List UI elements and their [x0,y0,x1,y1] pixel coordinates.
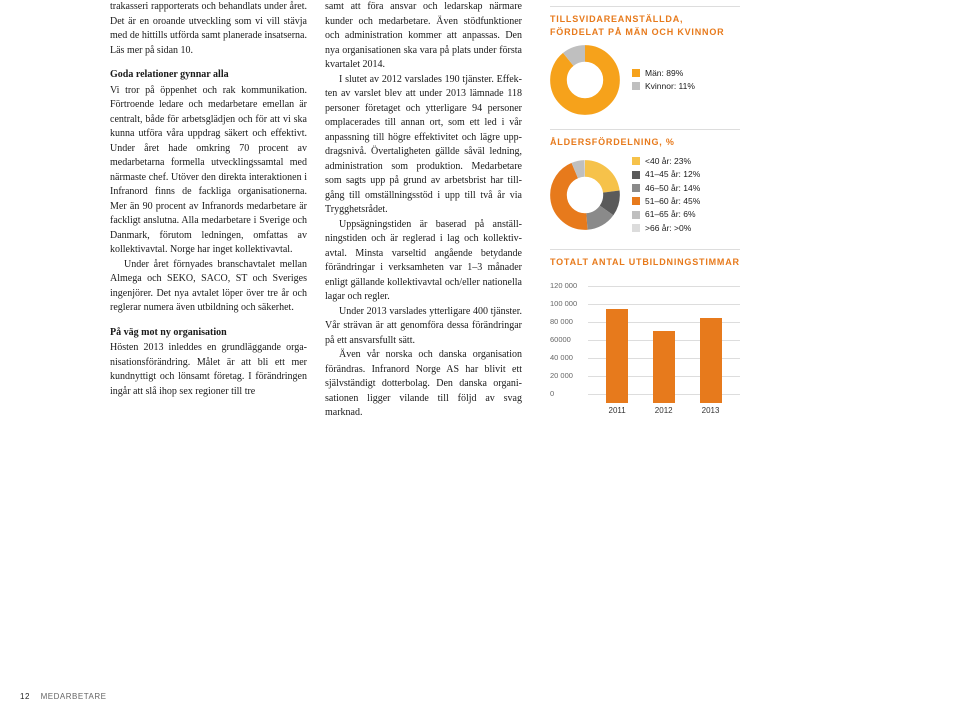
legend-swatch [632,69,640,77]
para: Även vår norska och danska organisation … [325,348,522,421]
legend-label: 61–65 år: 6% [645,208,696,220]
legend-item: Kvinnor: 11% [632,80,695,92]
legend-item: 51–60 år: 45% [632,195,700,207]
para: I slutet av 2012 varslades 190 tjänster.… [325,73,522,218]
legend-label: >66 år: >0% [645,222,691,234]
legend-swatch [632,157,640,165]
text-column-2: samt att föra ansvar och ledarskap närma… [325,0,540,421]
legend-swatch [632,197,640,205]
legend-item: 46–50 år: 14% [632,182,700,194]
page-footer: 12 MEDARBETARE [20,691,106,703]
chart-title-gender: TILLSVIDAREANSTÄLLDA, FÖRDELAT PÅ MÄN OC… [550,6,740,39]
para: Uppsägningstiden är baserad på anställ­n… [325,218,522,305]
legend-label: 41–45 år: 12% [645,168,700,180]
legend-swatch [632,82,640,90]
page-number: 12 [20,692,30,701]
bar-chart-hours: 120 000 100 000 80 000 60000 40 000 20 000 0 2… [550,277,740,417]
x-tick-label: 2011 [609,405,626,417]
legend-label: 51–60 år: 45% [645,195,700,207]
chart-title-hours: TOTALT ANTAL UTBILDNINGSTIMMAR [550,249,740,269]
legend-swatch [632,224,640,232]
donut-gender: Män: 89%Kvinnor: 11% [550,45,740,115]
y-tick-label: 100 000 [550,299,588,310]
y-tick-label: 80 000 [550,317,588,328]
section-label: MEDARBETARE [41,692,107,701]
y-tick-label: 40 000 [550,353,588,364]
legend-gender: Män: 89%Kvinnor: 11% [632,67,695,94]
text-column-1: trakasseri rapporterats och behandlats u… [110,0,325,421]
y-tick-label: 120 000 [550,281,588,292]
bar [653,331,675,403]
x-tick-label: 2012 [655,405,673,417]
gridline [588,286,740,287]
donut-chart-icon [550,45,620,115]
legend-label: Män: 89% [645,67,683,79]
legend-swatch [632,171,640,179]
bar [700,318,722,404]
heading: Goda relationer gynnar alla [110,68,307,83]
heading: På väg mot ny organisation [110,326,307,341]
legend-swatch [632,184,640,192]
y-tick-label: 20 000 [550,371,588,382]
legend-label: <40 år: 23% [645,155,691,167]
para: Hösten 2013 inleddes en grundläggande or… [110,341,307,399]
y-tick-label: 0 [550,389,588,400]
para: Under 2013 varslades ytterligare 400 tjä… [325,305,522,349]
donut-age: <40 år: 23%41–45 år: 12% 46–50 år: 14%51–… [550,155,740,235]
legend-item: <40 år: 23% [632,155,700,167]
y-tick-label: 60000 [550,335,588,346]
legend-item: >66 år: >0% [632,222,700,234]
legend-item: 61–65 år: 6% [632,208,700,220]
legend-age: <40 år: 23%41–45 år: 12% 46–50 år: 14%51–… [632,155,700,235]
donut-chart-icon [550,160,620,230]
sidebar-charts: TILLSVIDAREANSTÄLLDA, FÖRDELAT PÅ MÄN OC… [540,0,740,421]
legend-item: 41–45 år: 12% [632,168,700,180]
para: Under året förnyades branschavtalet mel­… [110,258,307,316]
para: Vi tror på öppenhet och rak kommunikatio… [110,84,307,258]
bar [606,309,628,403]
chart-title-age: ÅLDERSFÖRDELNING, % [550,129,740,149]
para: trakasseri rapporterats och behandlats u… [110,0,307,58]
legend-swatch [632,211,640,219]
x-tick-label: 2013 [702,405,720,417]
page-body: trakasseri rapporterats och behandlats u… [0,0,960,421]
legend-label: 46–50 år: 14% [645,182,700,194]
para: samt att föra ansvar och ledarskap närma… [325,0,522,73]
legend-label: Kvinnor: 11% [645,80,695,92]
legend-item: Män: 89% [632,67,695,79]
